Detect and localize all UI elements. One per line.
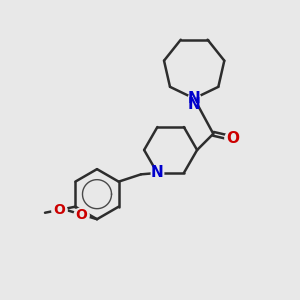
- Text: N: N: [188, 98, 200, 112]
- Text: O: O: [76, 208, 87, 221]
- Text: O: O: [226, 131, 239, 146]
- Text: N: N: [151, 165, 164, 180]
- Text: O: O: [53, 203, 65, 217]
- Text: N: N: [188, 91, 200, 106]
